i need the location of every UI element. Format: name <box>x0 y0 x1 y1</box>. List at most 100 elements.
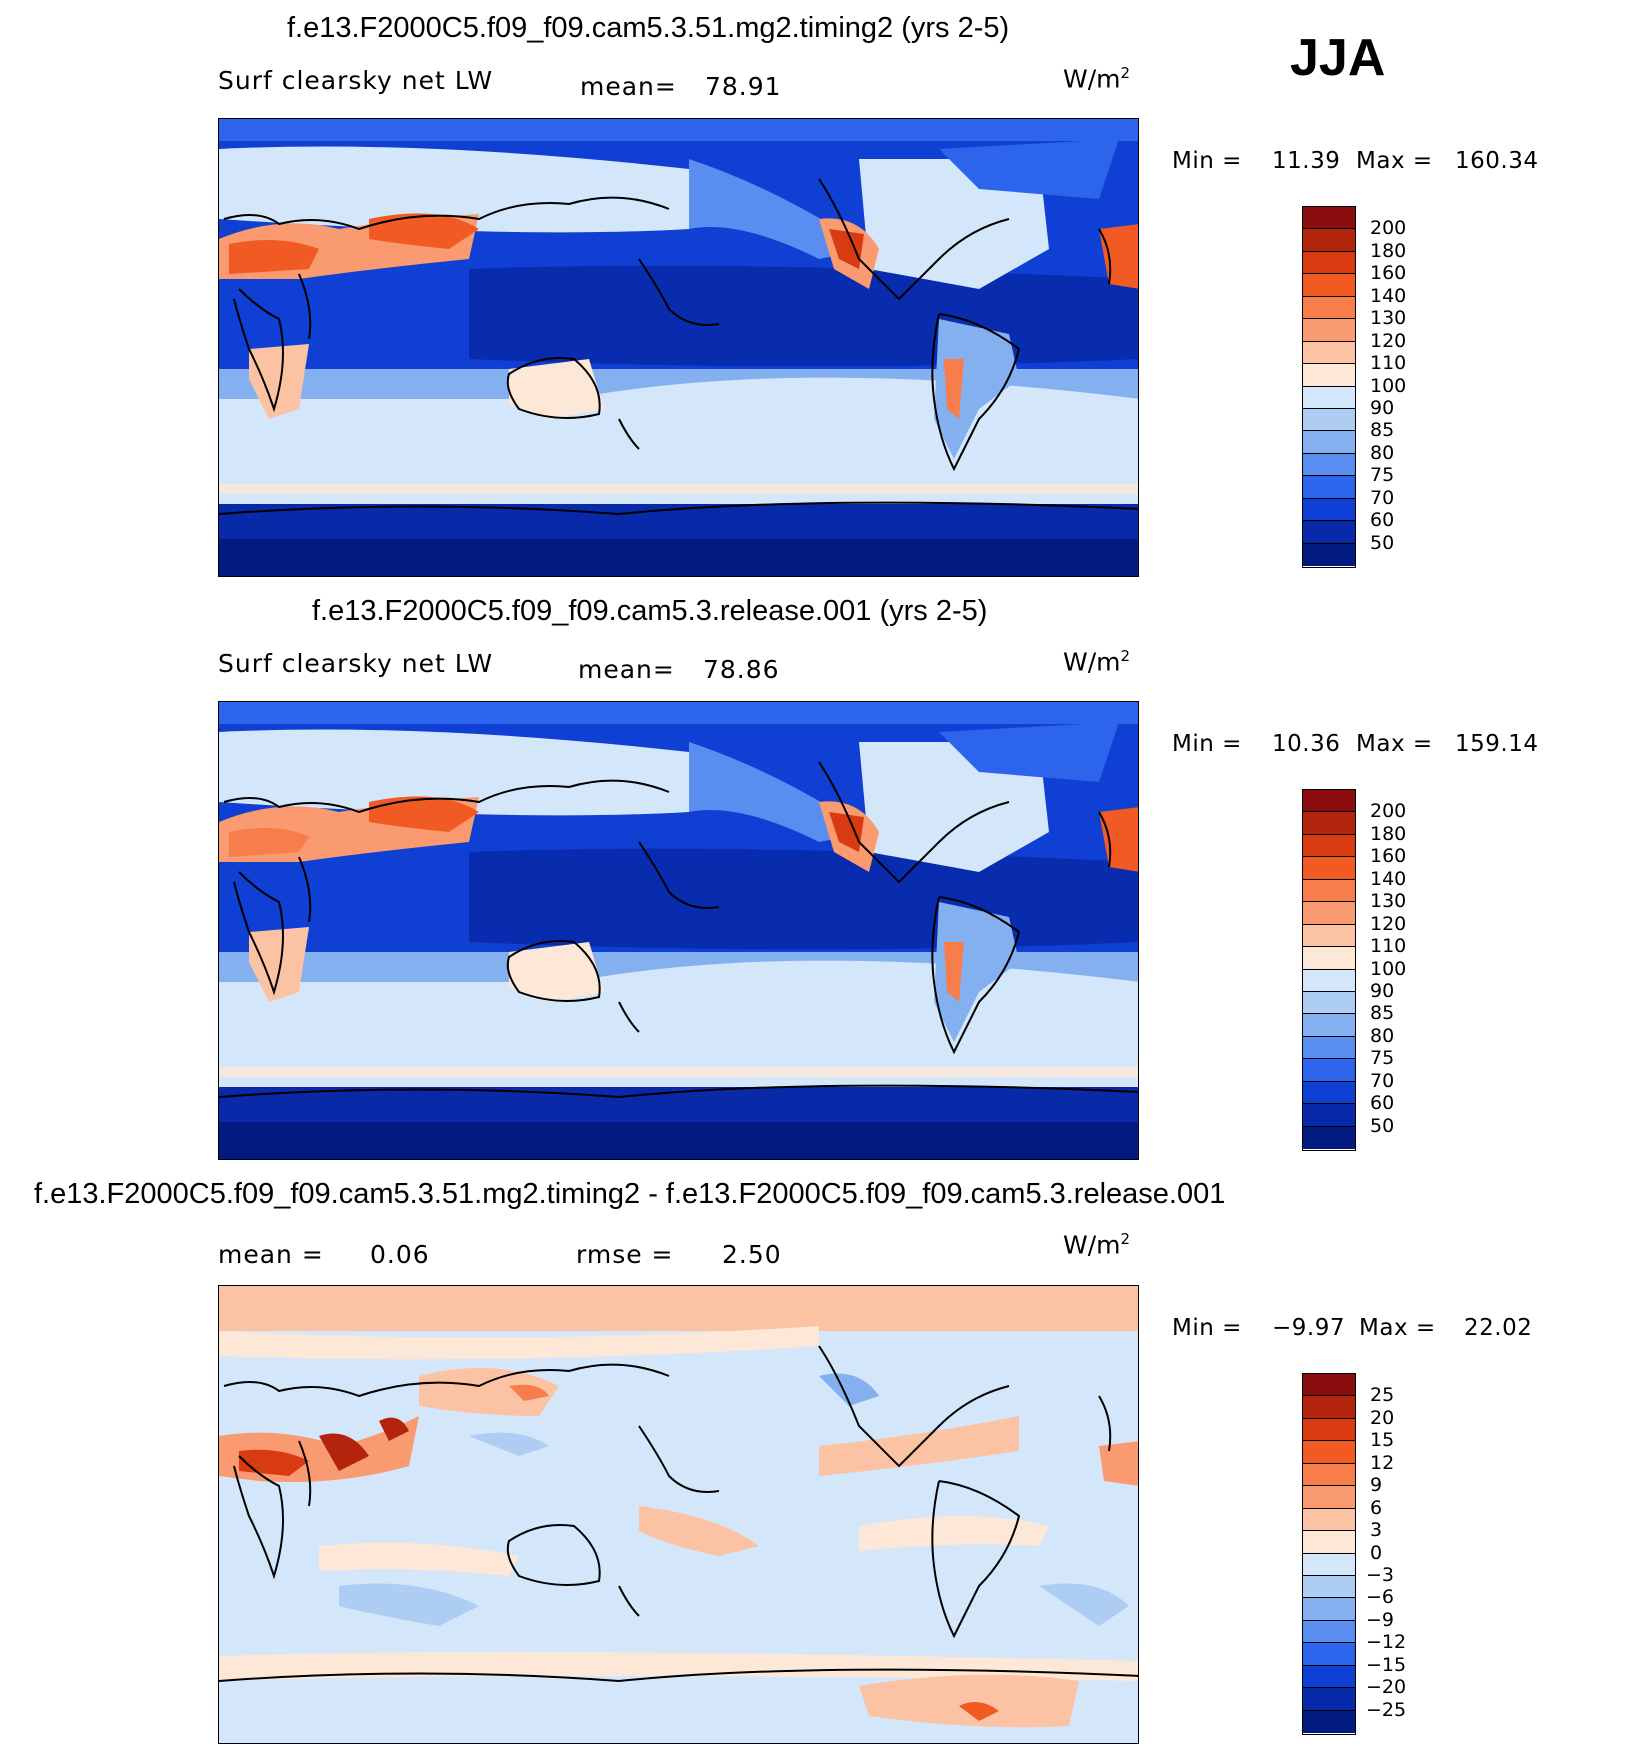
panel-3-max-value: 22.02 <box>1464 1315 1533 1341</box>
colorbar-swatch <box>1303 1396 1355 1419</box>
colorbar-swatch <box>1303 1665 1355 1689</box>
colorbar-swatch <box>1303 1014 1355 1037</box>
colorbar-tick-label: 50 <box>1370 1114 1395 1137</box>
colorbar-swatch <box>1303 969 1355 992</box>
panel-1-min-value: 11.39 <box>1272 148 1341 174</box>
panel-1-mean-value: 78.91 <box>705 72 782 101</box>
colorbar-tick-label: 20 <box>1370 1406 1395 1429</box>
colorbar-swatch <box>1303 1036 1355 1060</box>
colorbar-swatch <box>1303 296 1355 320</box>
colorbar-tick-label: 130 <box>1370 307 1407 330</box>
panel-3-map-canvas <box>219 1286 1138 1743</box>
colorbar-tick-label: 70 <box>1370 1069 1395 1092</box>
panel-2-map-canvas <box>219 702 1138 1159</box>
panel-2-min-label: Min = <box>1172 731 1242 757</box>
colorbar-tick-label: 180 <box>1370 822 1407 845</box>
colorbar-tick-label: 120 <box>1370 329 1407 352</box>
colorbar-swatch <box>1303 991 1355 1015</box>
colorbar-tick-label: −9 <box>1366 1608 1395 1631</box>
colorbar-swatch <box>1303 274 1355 297</box>
colorbar-swatch <box>1303 1531 1355 1554</box>
panel-3-min-label: Min = <box>1172 1315 1242 1341</box>
colorbar-swatch <box>1303 431 1355 454</box>
panel-3-units: W/m2 <box>1063 1230 1131 1260</box>
panel-3-rmse-label: rmse = <box>576 1240 674 1269</box>
colorbar-tick-label: 160 <box>1370 262 1407 285</box>
colorbar-tick-label: 200 <box>1370 217 1407 240</box>
panel-1-map <box>218 118 1139 577</box>
colorbar-tick-label: 120 <box>1370 912 1407 935</box>
colorbar-tick-label: 90 <box>1370 979 1395 1002</box>
colorbar-swatch <box>1303 207 1355 230</box>
colorbar-tick-label: 50 <box>1370 531 1395 554</box>
panel-1-mean-label: mean= <box>580 72 677 101</box>
colorbar-tick-label: 60 <box>1370 1092 1395 1115</box>
panel-1-variable-label: Surf clearsky net LW <box>218 66 494 95</box>
colorbar-swatch <box>1303 1620 1355 1644</box>
colorbar-swatch <box>1303 1126 1355 1149</box>
panel-2-mean-label: mean= <box>578 655 675 684</box>
panel-3-mean-value: 0.06 <box>370 1240 430 1269</box>
colorbar-swatch <box>1303 408 1355 432</box>
colorbar-tick-label: 75 <box>1370 464 1395 487</box>
colorbar-tick-label: 160 <box>1370 845 1407 868</box>
colorbar-tick-label: 70 <box>1370 486 1395 509</box>
panel-2-colorbar <box>1302 789 1356 1151</box>
panel-1-units: W/m2 <box>1063 64 1131 94</box>
colorbar-swatch <box>1303 1374 1355 1397</box>
colorbar-swatch <box>1303 879 1355 903</box>
panel-1-map-canvas <box>219 119 1138 576</box>
colorbar-tick-label: 180 <box>1370 239 1407 262</box>
colorbar-tick-label: 110 <box>1370 935 1407 958</box>
colorbar-swatch <box>1303 453 1355 477</box>
panel-3-title: f.e13.F2000C5.f09_f09.cam5.3.51.mg2.timi… <box>34 1178 1226 1210</box>
colorbar-tick-label: 85 <box>1370 1002 1395 1025</box>
colorbar-swatch <box>1303 834 1355 858</box>
colorbar-tick-label: 90 <box>1370 396 1395 419</box>
colorbar-tick-label: 9 <box>1370 1474 1383 1497</box>
colorbar-swatch <box>1303 1710 1355 1733</box>
colorbar-swatch <box>1303 857 1355 880</box>
colorbar-tick-label: −6 <box>1366 1586 1395 1609</box>
panel-1-colorbar <box>1302 206 1356 568</box>
colorbar-tick-label: 85 <box>1370 419 1395 442</box>
colorbar-swatch <box>1303 476 1355 499</box>
colorbar-tick-label: 140 <box>1370 867 1407 890</box>
colorbar-swatch <box>1303 1081 1355 1105</box>
panel-3-mean-label: mean = <box>218 1240 324 1269</box>
panel-2-variable-label: Surf clearsky net LW <box>218 649 494 678</box>
colorbar-swatch <box>1303 341 1355 365</box>
colorbar-tick-label: 140 <box>1370 284 1407 307</box>
panel-3-map <box>218 1285 1139 1744</box>
colorbar-tick-label: −12 <box>1366 1631 1407 1654</box>
colorbar-swatch <box>1303 790 1355 813</box>
colorbar-tick-label: 15 <box>1370 1429 1395 1452</box>
colorbar-swatch <box>1303 812 1355 835</box>
colorbar-tick-label: 200 <box>1370 800 1407 823</box>
panel-1-min-label: Min = <box>1172 148 1242 174</box>
colorbar-swatch <box>1303 1598 1355 1621</box>
colorbar-swatch <box>1303 1688 1355 1711</box>
colorbar-tick-label: −25 <box>1366 1698 1407 1721</box>
colorbar-tick-label: 110 <box>1370 352 1407 375</box>
colorbar-tick-label: 60 <box>1370 509 1395 532</box>
colorbar-swatch <box>1303 386 1355 409</box>
colorbar-tick-label: 0 <box>1370 1541 1383 1564</box>
colorbar-swatch <box>1303 1486 1355 1509</box>
colorbar-swatch <box>1303 498 1355 522</box>
panel-1-max-label: Max = <box>1356 148 1433 174</box>
colorbar-swatch <box>1303 521 1355 544</box>
colorbar-swatch <box>1303 1463 1355 1487</box>
colorbar-swatch <box>1303 229 1355 252</box>
panel-3-rmse-value: 2.50 <box>722 1240 782 1269</box>
colorbar-tick-label: 80 <box>1370 441 1395 464</box>
colorbar-tick-label: 80 <box>1370 1024 1395 1047</box>
panel-2-title: f.e13.F2000C5.f09_f09.cam5.3.release.001… <box>312 595 988 627</box>
colorbar-tick-label: −15 <box>1366 1653 1407 1676</box>
colorbar-swatch <box>1303 1553 1355 1576</box>
colorbar-swatch <box>1303 364 1355 387</box>
colorbar-swatch <box>1303 1059 1355 1082</box>
colorbar-swatch <box>1303 1575 1355 1599</box>
panel-3-max-label: Max = <box>1359 1315 1436 1341</box>
colorbar-swatch <box>1303 251 1355 275</box>
